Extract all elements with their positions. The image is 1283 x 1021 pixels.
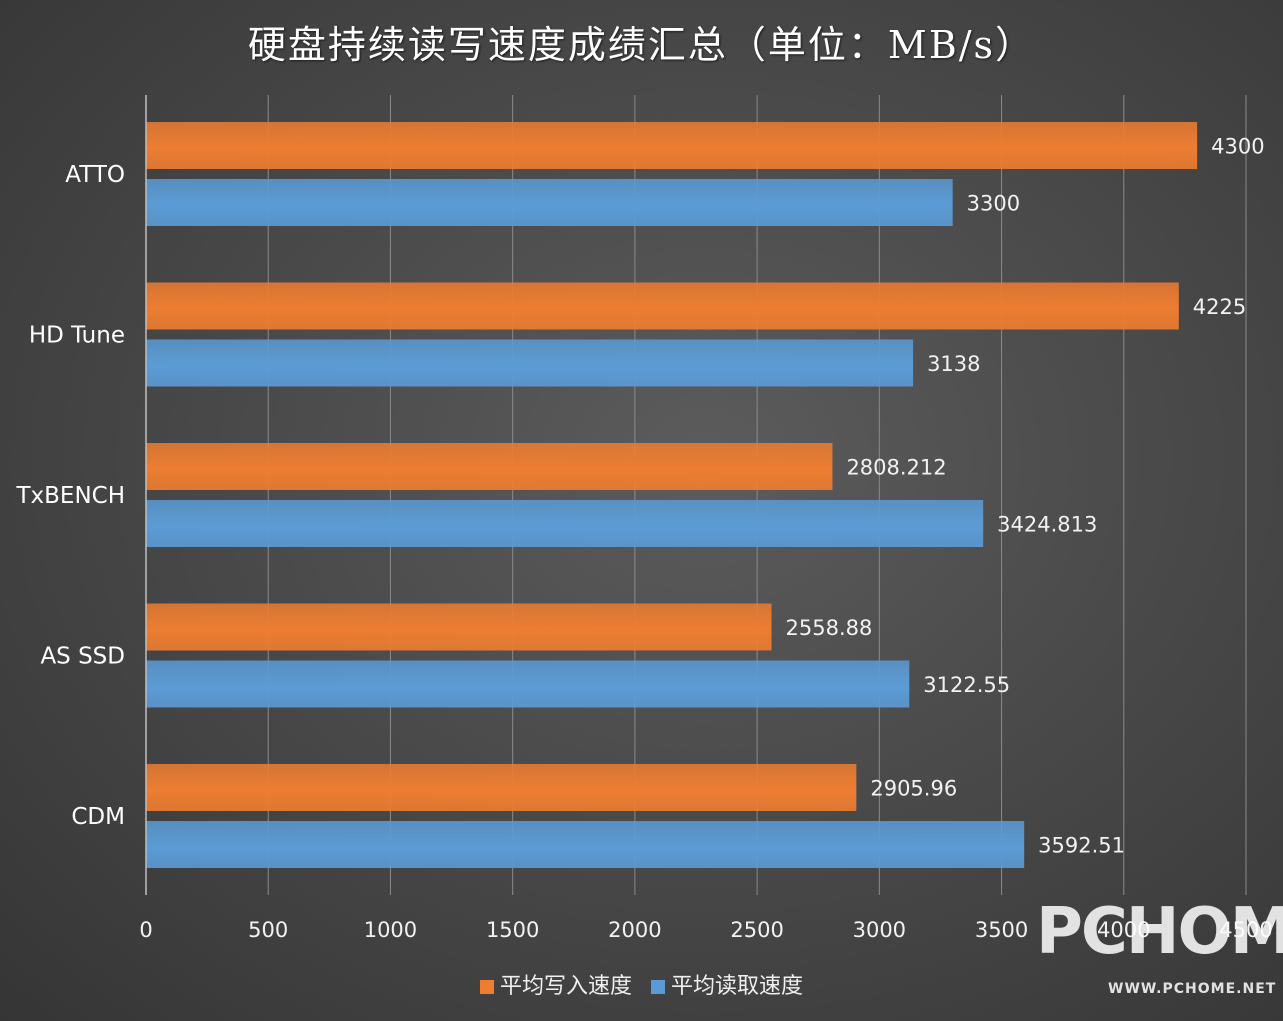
x-tick-label: 4000 <box>1097 918 1150 942</box>
y-category-label: HD Tune <box>29 323 125 349</box>
y-category-label: ATTO <box>65 162 125 188</box>
x-tick-label: 4500 <box>1219 918 1272 942</box>
data-label-write: 2558.88 <box>786 616 873 640</box>
data-label-write: 2905.96 <box>870 777 957 801</box>
x-tick-label: 1000 <box>364 918 417 942</box>
data-label-write: 2808.212 <box>846 456 946 480</box>
bar-write <box>146 443 833 490</box>
x-tick-label: 3500 <box>975 918 1028 942</box>
x-tick-label: 2500 <box>730 918 783 942</box>
data-label-write: 4300 <box>1211 135 1264 159</box>
y-category-label: TxBENCH <box>15 483 125 509</box>
legend-swatch-write <box>479 980 494 994</box>
y-category-label: AS SSD <box>40 644 125 670</box>
bar-read <box>146 500 984 547</box>
bar-write <box>146 764 857 811</box>
bar-read <box>146 660 910 708</box>
data-label-read: 3138 <box>927 352 980 376</box>
bar-read <box>146 339 914 387</box>
bar-read <box>146 821 1025 868</box>
legend-item-write: 平均写入速度 <box>479 968 632 1000</box>
bar-read <box>146 179 953 226</box>
watermark-logo-text: PCHOME <box>1036 895 1283 969</box>
legend-label-write: 平均写入速度 <box>499 974 632 999</box>
legend-item-read: 平均读取速度 <box>651 968 803 1000</box>
x-tick-label: 3000 <box>853 918 906 942</box>
chart-title: 硬盘持续读写速度成绩汇总（单位：MB/s） <box>247 23 1036 67</box>
bar-write <box>146 603 772 651</box>
x-tick-label: 500 <box>248 918 288 942</box>
data-label-read: 3592.51 <box>1038 834 1125 858</box>
y-category-label: CDM <box>71 804 125 830</box>
bar-write <box>146 282 1179 330</box>
data-label-write: 4225 <box>1193 295 1246 319</box>
bar-write <box>146 122 1198 169</box>
x-tick-label: 1500 <box>486 918 539 942</box>
pchome-watermark: PCHOME WWW.PCHOME.NET <box>1036 895 1283 1005</box>
data-label-read: 3300 <box>967 192 1020 216</box>
data-label-read: 3122.55 <box>923 673 1010 697</box>
watermark-url: WWW.PCHOME.NET <box>1108 981 1277 997</box>
legend-label-read: 平均读取速度 <box>671 974 804 999</box>
data-label-read: 3424.813 <box>997 513 1097 537</box>
legend-swatch-read <box>651 980 665 994</box>
legend: 平均写入速度 平均读取速度 <box>0 968 1283 1000</box>
x-tick-label: 2000 <box>608 918 661 942</box>
x-tick-label: 0 <box>139 918 152 942</box>
